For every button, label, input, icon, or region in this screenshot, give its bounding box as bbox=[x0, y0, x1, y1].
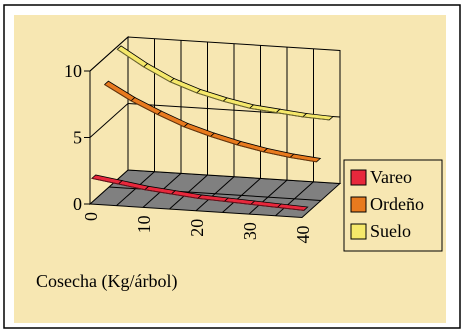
y-tick-label: 0 bbox=[73, 194, 82, 214]
legend-swatch-vareo bbox=[350, 169, 367, 186]
side-wall-gridline bbox=[89, 103, 129, 138]
series-suelo-ribbon bbox=[116, 45, 334, 121]
x-tick-label: 10 bbox=[134, 215, 154, 233]
y-tick-label: 10 bbox=[64, 61, 82, 81]
chart-legend: Vareo Ordeño Suelo bbox=[343, 159, 443, 252]
y-tick-label: 5 bbox=[73, 128, 82, 148]
series-vareo-ribbon bbox=[91, 174, 309, 211]
x-tick-label: 20 bbox=[187, 219, 207, 237]
legend-swatch-ordeo bbox=[350, 196, 367, 213]
chart-walls bbox=[88, 35, 342, 218]
series-line bbox=[104, 84, 317, 163]
series-line bbox=[91, 177, 304, 211]
side-wall-gridline bbox=[89, 36, 129, 72]
legend-label-suelo: Suelo bbox=[370, 221, 411, 241]
chart-series bbox=[91, 45, 334, 211]
x-tick-label: 40 bbox=[293, 225, 313, 243]
legend-label-ordeo: Ordeño bbox=[370, 194, 424, 214]
x-axis-title: Cosecha (Kg/árbol) bbox=[36, 271, 177, 292]
legend-label-vareo: Vareo bbox=[370, 167, 412, 187]
series-line bbox=[116, 48, 330, 121]
x-tick-label: 0 bbox=[81, 212, 101, 221]
x-tick-label: 30 bbox=[240, 222, 260, 240]
series-ordeo-ribbon bbox=[103, 80, 322, 163]
chart-ticks: 0 5 10 0 10 20 30 40 bbox=[64, 61, 313, 243]
legend-swatch-suelo bbox=[350, 223, 367, 240]
